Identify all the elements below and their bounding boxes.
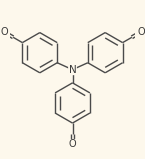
Text: O: O — [137, 27, 145, 37]
Text: O: O — [0, 27, 8, 37]
Text: O: O — [69, 139, 76, 149]
Text: N: N — [69, 65, 76, 75]
